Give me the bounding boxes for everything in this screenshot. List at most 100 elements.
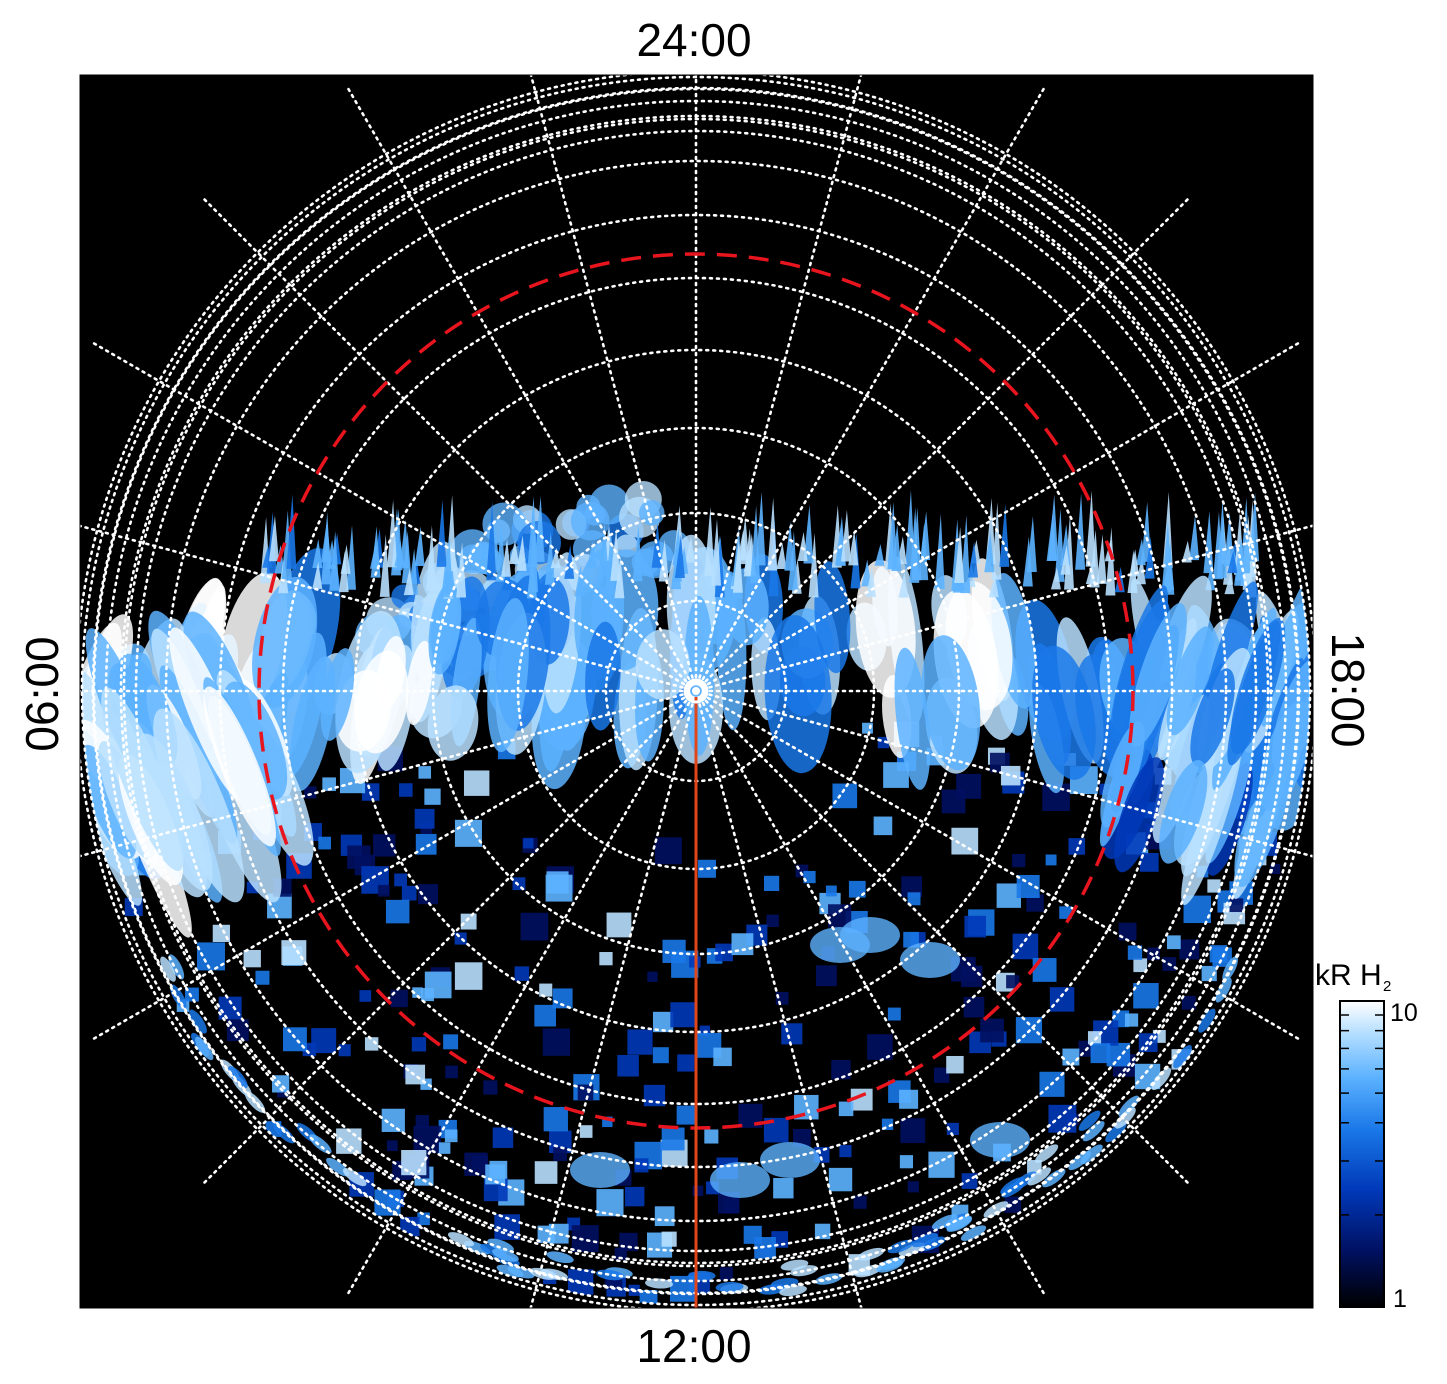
emission-patch (534, 1161, 558, 1184)
emission-patch (754, 1236, 776, 1259)
emission-patch (839, 1145, 852, 1158)
emission-patch (1181, 995, 1196, 1010)
emission-patch (676, 1105, 696, 1125)
emission-patch (542, 1028, 571, 1056)
emission-patch (1139, 852, 1159, 872)
emission-patch (766, 914, 779, 928)
emission-patch (933, 1067, 950, 1083)
emission-patch (692, 1185, 704, 1197)
emission-patch (900, 1118, 926, 1144)
emission-patch (850, 1088, 873, 1111)
emission-patch (883, 762, 909, 788)
emission-patch (463, 770, 490, 796)
emission-patch (394, 873, 408, 887)
emission-patch (815, 965, 837, 987)
emission-patch (197, 942, 225, 971)
emission-limb (1078, 1110, 1101, 1131)
emission-patch (318, 836, 331, 850)
emission-limb (1114, 1107, 1136, 1129)
emission-limb (876, 1259, 904, 1273)
emission-limb (507, 1265, 535, 1279)
emission-limb (1118, 1095, 1140, 1117)
local-time-label-left: 06:00 (16, 636, 68, 751)
colorbar-max-label: 10 (1390, 999, 1418, 1027)
emission-patch (401, 885, 417, 901)
emission-blob (900, 942, 960, 978)
emission-limb (931, 1214, 958, 1230)
emission-patch (399, 783, 413, 797)
emission-patch (1127, 945, 1143, 960)
emission-patch (523, 838, 534, 849)
emission-patch (599, 952, 613, 966)
emission-patch (579, 1125, 593, 1138)
emission-patch (539, 983, 553, 997)
emission-patch (764, 875, 780, 891)
emission-limb (946, 1215, 972, 1231)
emission-patch (624, 1186, 645, 1207)
emission-patch (652, 1011, 674, 1033)
local-time-label-top: 24:00 (636, 14, 751, 66)
emission-blob (570, 501, 610, 541)
emission-patch (483, 1080, 498, 1095)
emission-patch (534, 1004, 557, 1027)
emission-patch (414, 808, 435, 829)
emission-limb (1151, 1067, 1172, 1091)
emission-patch (1032, 958, 1057, 982)
emission-patch (1087, 1031, 1102, 1045)
emission-patch (825, 885, 837, 897)
emission-limb (645, 1278, 673, 1289)
emission-patch (385, 899, 410, 924)
emission-patch (1090, 1043, 1111, 1064)
emission-patch (1229, 898, 1244, 913)
emission-patch (1133, 958, 1148, 973)
emission-patch (445, 1065, 458, 1079)
emission-patch (415, 1115, 430, 1129)
emission-patch (873, 816, 893, 836)
emission-patch (670, 1002, 696, 1028)
emission-patch (359, 990, 372, 1002)
emission-patch (281, 940, 307, 966)
emission-limb (887, 1239, 915, 1254)
emission-patch (411, 1037, 427, 1052)
emission-patch (1118, 922, 1137, 941)
colorbar-title-subscript: 2 (1383, 978, 1391, 995)
emission-patch (877, 736, 890, 749)
emission-patch (662, 939, 686, 963)
emission-patch (964, 915, 987, 938)
emission-patch (773, 1178, 794, 1199)
emission-patch (386, 1140, 398, 1152)
emission-patch (381, 1108, 405, 1132)
emission-patch (838, 1101, 854, 1117)
emission-patch (438, 1142, 451, 1154)
emission-patch (963, 996, 985, 1018)
emission-patch (828, 1167, 853, 1192)
emission-patch (903, 931, 919, 948)
emission-patch (520, 912, 549, 941)
emission-patch (338, 1044, 351, 1057)
emission-patch (1209, 945, 1227, 963)
emission-patch (946, 1055, 964, 1074)
emission-patch (951, 827, 979, 855)
colorbar-scale (1339, 1000, 1385, 1308)
colorbar-min-label: 1 (1393, 1285, 1407, 1313)
emission-patch (322, 777, 336, 792)
emission-patch (424, 971, 452, 999)
emission-patch (1179, 939, 1200, 960)
emission-limb (1198, 1008, 1216, 1033)
emission-patch (443, 1034, 459, 1050)
emission-patch (548, 1223, 569, 1244)
emission-patch (1207, 879, 1221, 893)
emission-patch (723, 1197, 740, 1214)
emission-blob (710, 1162, 770, 1198)
emission-patch (617, 1054, 639, 1077)
emission-patch (514, 966, 530, 981)
emission-patch (1133, 983, 1159, 1009)
emission-patch (980, 1018, 1004, 1043)
emission-patch (405, 1064, 426, 1085)
emission-patch (832, 783, 858, 809)
emission-patch (243, 949, 261, 968)
emission-patch (661, 1231, 677, 1247)
emission-patch (647, 971, 658, 982)
emission-patch (347, 845, 371, 869)
